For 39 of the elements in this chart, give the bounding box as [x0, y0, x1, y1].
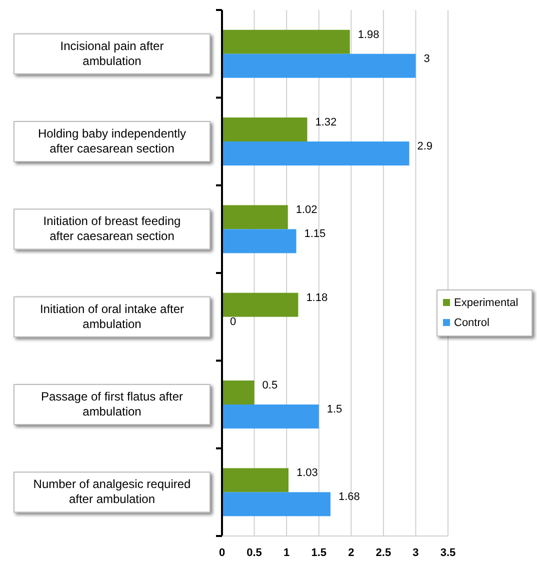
data-label: 1.32 — [315, 116, 337, 128]
bar — [222, 142, 410, 166]
data-label: 1.98 — [358, 28, 380, 41]
x-tick-label: 0 — [218, 547, 226, 559]
data-label: 1.5 — [326, 404, 342, 416]
data-label: 2.9 — [417, 140, 433, 152]
bar — [222, 380, 254, 404]
data-label: 1.02 — [296, 204, 318, 216]
data-label: 0 — [230, 316, 236, 328]
data-label: 1.03 — [296, 467, 318, 480]
x-tick-label: 2.5 — [376, 547, 392, 559]
bar — [222, 54, 416, 78]
x-tick-label: 3.5 — [440, 547, 456, 559]
bar — [222, 229, 296, 254]
data-label: 3 — [424, 52, 430, 65]
bar — [222, 205, 288, 230]
y-tick-label: Number of analgesic required after ambulation — [33, 477, 191, 506]
bar — [222, 292, 298, 317]
x-tick-label: 1 — [284, 547, 290, 559]
bar — [222, 30, 350, 54]
x-tick-label: 2 — [348, 547, 354, 559]
y-tick-label: Incisional pain after ambulation — [60, 38, 164, 68]
legend-label: Experimental — [454, 297, 518, 309]
x-tick-label: 1.5 — [311, 547, 327, 559]
data-label: 1.68 — [338, 491, 360, 504]
bar — [222, 404, 319, 428]
x-tick-label: 3 — [412, 547, 419, 559]
bar — [222, 468, 289, 492]
y-tick-label: Passage of first flatus after ambulation — [40, 390, 184, 418]
bar — [222, 118, 308, 142]
data-label: 1.18 — [306, 292, 328, 304]
data-label: 0.5 — [262, 380, 278, 392]
data-label: 1.15 — [304, 228, 326, 240]
x-tick-label: 0.5 — [246, 547, 262, 559]
y-tick-label: Initiation of breast feeding after caesarean section — [43, 214, 181, 244]
y-tick-label: Holding baby independently after caesarean section — [38, 126, 186, 156]
legend-label: Control — [454, 317, 490, 329]
y-tick-label: Initiation of oral intake after ambulation — [40, 302, 184, 331]
bar — [222, 492, 330, 516]
